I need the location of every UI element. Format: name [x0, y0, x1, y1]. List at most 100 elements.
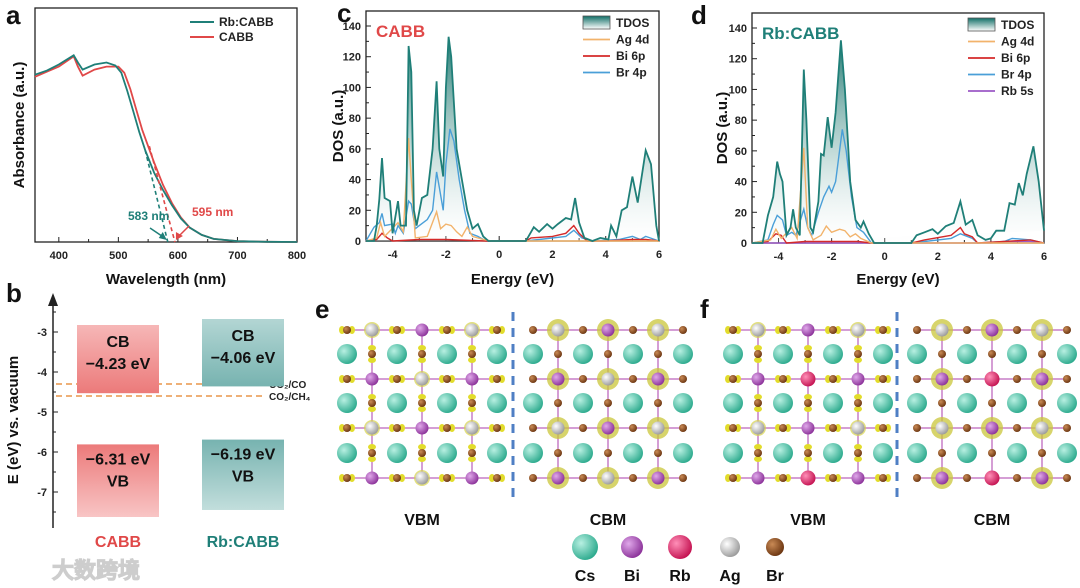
bi-atom	[751, 471, 765, 485]
br-atom	[554, 350, 562, 358]
br-atom	[988, 350, 996, 358]
cs-atom	[1007, 443, 1027, 463]
valence-band-box	[77, 444, 159, 517]
isosurface	[875, 375, 881, 383]
absorbance-chart: 400 500 600 700 800 Wavelength (nm) Absorbance…	[11, 7, 306, 288]
isosurface	[804, 345, 812, 351]
vb-label: VB	[107, 473, 129, 490]
br-atom	[579, 375, 587, 383]
x-tick-label: 500	[109, 250, 127, 262]
cs-atom	[573, 344, 593, 364]
isosurface	[439, 375, 445, 383]
cs-atom	[773, 344, 793, 364]
cs-atom	[673, 344, 693, 364]
y-tick-label: 120	[343, 52, 361, 64]
ag-atom	[1035, 323, 1049, 337]
watermark: 大数跨境	[52, 558, 140, 583]
y-tick-label: -5	[37, 407, 47, 419]
cs-atom	[337, 443, 357, 463]
cs-atom	[957, 344, 977, 364]
isosurface	[835, 474, 841, 482]
isosurface	[825, 326, 831, 334]
y-tick-label: 100	[729, 84, 747, 96]
br-atom	[368, 350, 376, 358]
br-atom	[679, 375, 687, 383]
isosurface	[418, 444, 426, 450]
cs-atom	[873, 393, 893, 413]
x-tick-label: 800	[288, 250, 306, 262]
ag-atom	[751, 421, 765, 435]
isosurface	[725, 375, 731, 383]
bi-atom	[935, 471, 949, 485]
cs-atom	[523, 393, 543, 413]
x-axis-label: Wavelength (nm)	[106, 271, 226, 288]
br-atom	[468, 449, 476, 457]
isosurface	[468, 444, 476, 450]
br-atom	[443, 326, 451, 334]
tdos-fill-area	[752, 40, 1044, 243]
isosurface	[368, 345, 376, 351]
isosurface	[389, 326, 395, 334]
bi-atom	[415, 421, 429, 435]
isosurface	[804, 394, 812, 400]
br-atom	[754, 350, 762, 358]
isosurface	[339, 474, 345, 482]
isosurface	[835, 424, 841, 432]
x-tick-label: 600	[169, 250, 187, 262]
pdos-line-ag-4d	[751, 147, 1044, 244]
ag-atom	[551, 323, 565, 337]
cbm-label: CBM	[974, 512, 1010, 529]
br-atom	[1013, 326, 1021, 334]
isosurface	[439, 424, 445, 432]
isosurface	[399, 326, 405, 334]
tdos-line	[752, 40, 1045, 244]
isosurface	[418, 357, 426, 363]
br-atom	[854, 350, 862, 358]
legend-label: TDOS	[616, 16, 649, 30]
isosurface	[854, 357, 862, 363]
tdos-line	[366, 36, 660, 242]
legend-label: Ag 4d	[616, 33, 649, 47]
legend-atom-label: Cs	[575, 568, 596, 585]
bi-atom	[651, 372, 665, 386]
cs-atom	[437, 344, 457, 364]
isosurface	[885, 424, 891, 432]
br-atom	[829, 326, 837, 334]
isosurface	[418, 456, 426, 462]
legend-atom-label: Br	[766, 568, 784, 585]
isosurface	[854, 394, 862, 400]
br-atom	[629, 424, 637, 432]
br-atom	[629, 474, 637, 482]
isosurface	[775, 424, 781, 432]
x-tick-label: 0	[496, 249, 502, 261]
y-tick-label: 40	[735, 177, 747, 189]
isosurface	[499, 375, 505, 383]
br-atom	[1063, 424, 1071, 432]
br-atom	[963, 424, 971, 432]
atom-legend: Cs Bi Rb Ag Br	[572, 534, 784, 585]
legend-atom-br-icon	[766, 538, 784, 556]
y-axis-label: DOS (a.u.)	[330, 90, 347, 163]
cs-atom	[823, 443, 843, 463]
tangent-line	[148, 145, 176, 243]
isosurface	[418, 345, 426, 351]
ag-atom	[415, 372, 429, 386]
br-atom	[1038, 449, 1046, 457]
ag-atom	[1035, 421, 1049, 435]
br-atom	[468, 350, 476, 358]
series-line-rbcabb	[34, 54, 298, 243]
isosurface	[875, 474, 881, 482]
isosurface	[368, 406, 376, 412]
bi-atom	[985, 421, 999, 435]
br-atom	[913, 474, 921, 482]
cs-atom	[1007, 344, 1027, 364]
isosurface	[754, 394, 762, 400]
panel-label-b: b	[6, 278, 22, 308]
rb-atom	[800, 470, 816, 486]
isosurface	[468, 394, 476, 400]
br-atom	[629, 375, 637, 383]
br-atom	[529, 326, 537, 334]
isosurface	[468, 456, 476, 462]
charge-density-cabb: VBM CBM	[337, 312, 693, 529]
isosurface	[754, 357, 762, 363]
